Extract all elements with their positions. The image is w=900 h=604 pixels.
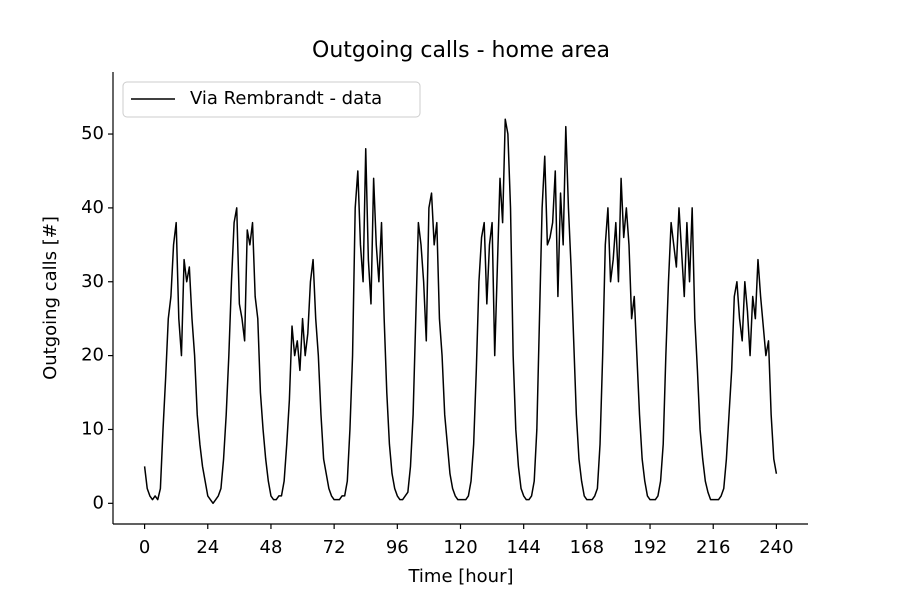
x-tick-label: 240 (759, 537, 793, 558)
x-tick-label: 144 (507, 537, 541, 558)
x-tick-label: 96 (386, 537, 409, 558)
data-line (143, 118, 778, 505)
x-tick-label: 0 (139, 537, 150, 558)
x-tick-label: 72 (323, 537, 346, 558)
y-tick-label: 20 (81, 345, 104, 366)
x-tick-label: 192 (633, 537, 667, 558)
x-axis-label: Time [hour] (407, 566, 513, 587)
legend-label: Via Rembrandt - data (190, 88, 382, 109)
x-tick-label: 120 (443, 537, 477, 558)
chart-title: Outgoing calls - home area (312, 38, 610, 63)
y-tick-label: 40 (81, 197, 104, 218)
y-tick-label: 10 (81, 418, 104, 439)
y-tick-label: 30 (81, 271, 104, 292)
x-tick-label: 216 (696, 537, 730, 558)
y-tick-label: 0 (93, 492, 104, 513)
y-tick-label: 50 (81, 123, 104, 144)
x-tick-label: 168 (570, 537, 604, 558)
legend-box (122, 81, 421, 118)
x-tick-label: 24 (196, 537, 219, 558)
y-axis-label: Outgoing calls [#] (40, 216, 61, 380)
x-tick-label: 48 (260, 537, 283, 558)
